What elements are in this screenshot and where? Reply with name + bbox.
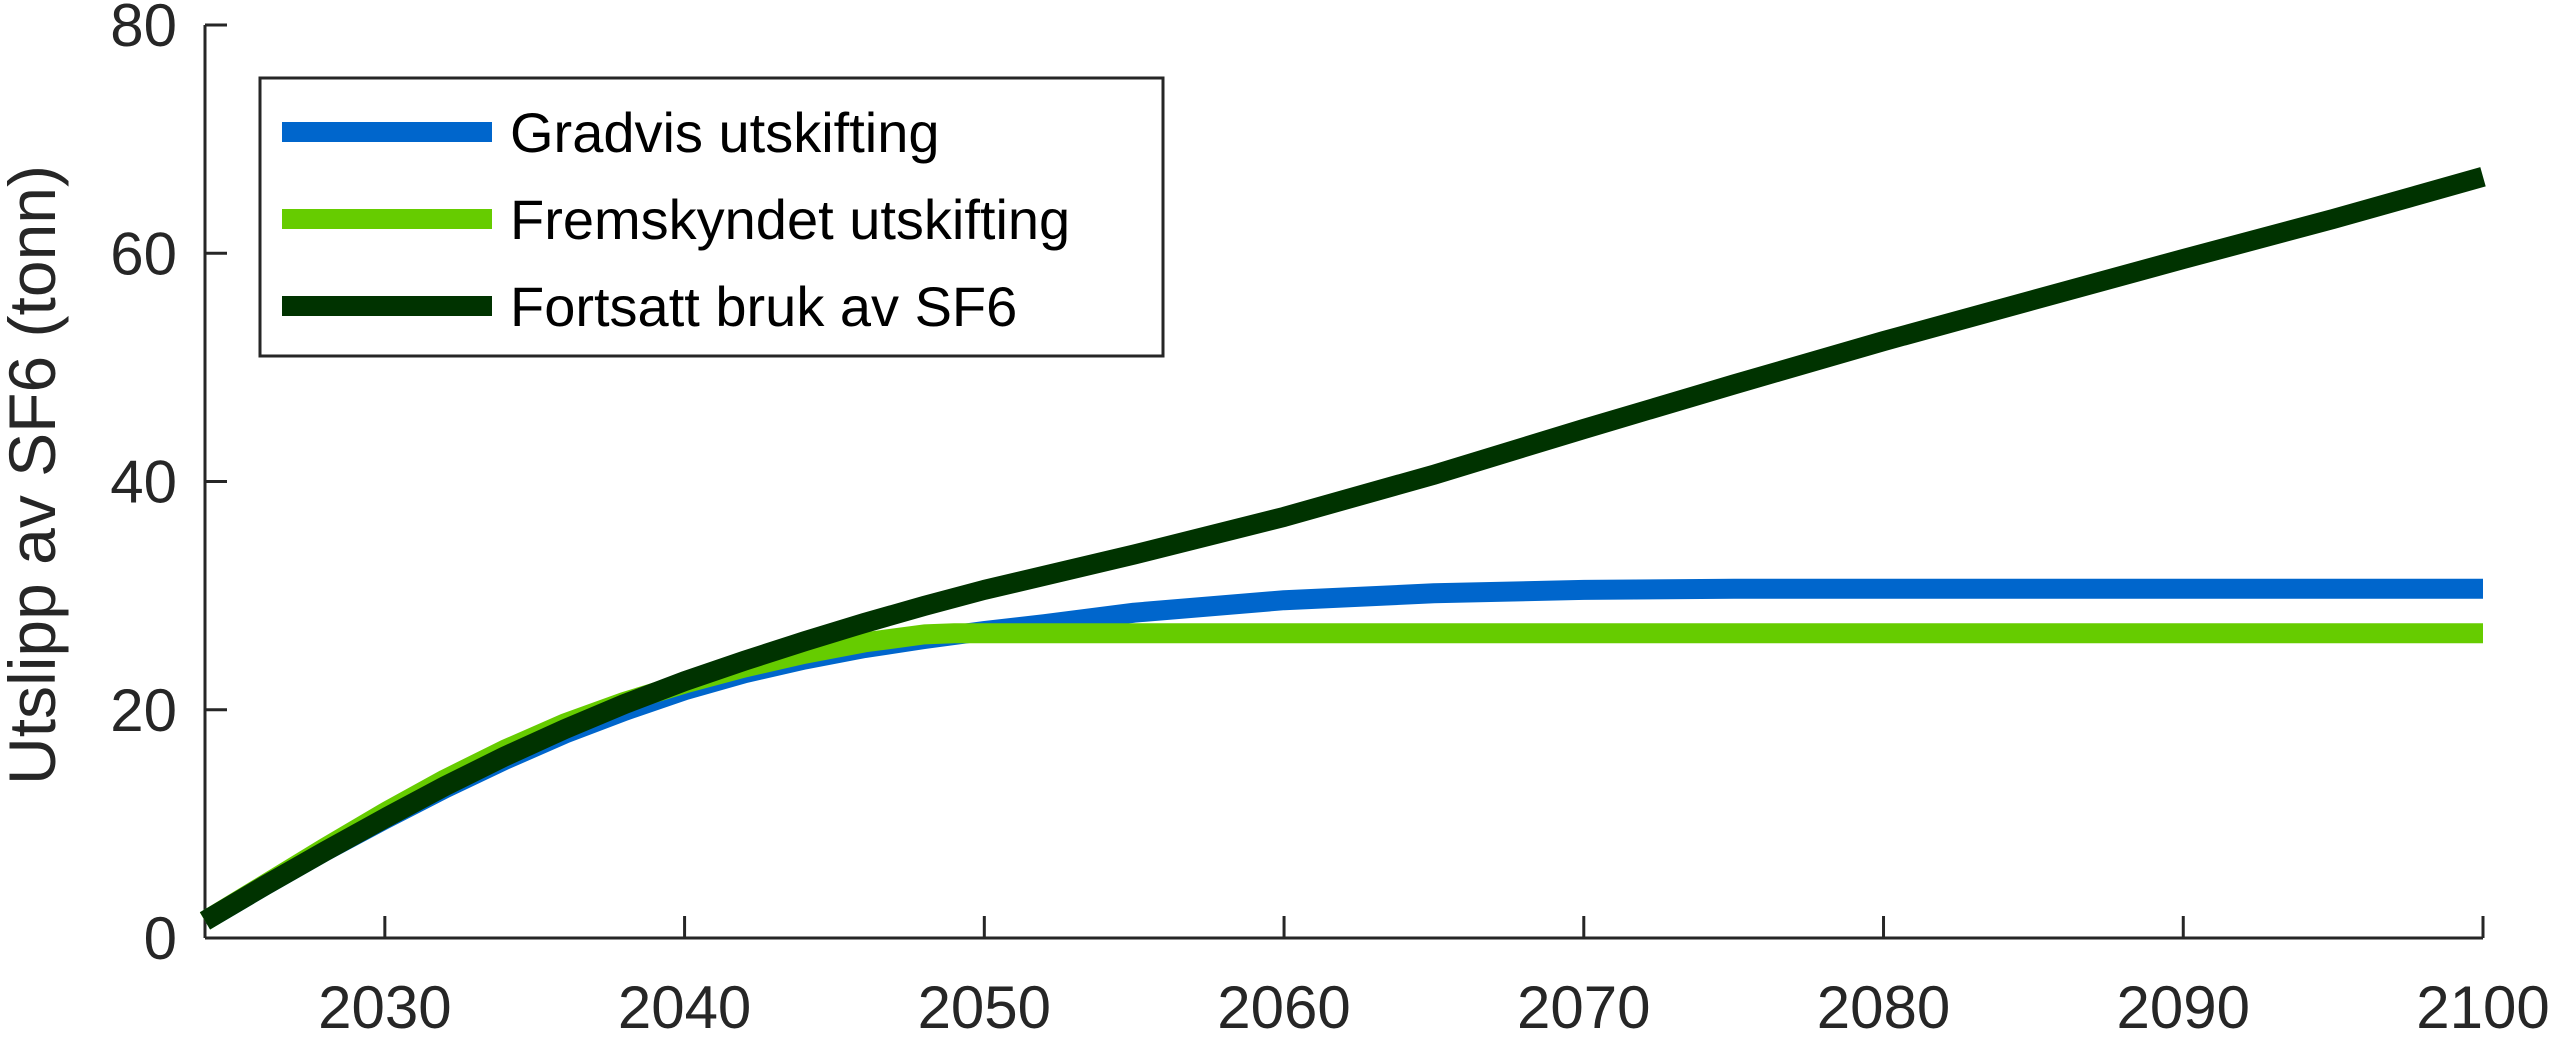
x-tick-label: 2030 (318, 974, 451, 1037)
legend-label-3: Fortsatt bruk av SF6 (510, 275, 1017, 338)
x-tick-label: 2060 (1217, 974, 1350, 1037)
series-line-3 (199, 167, 2486, 930)
y-tick-label: 40 (110, 449, 177, 516)
x-tick-label: 2040 (618, 974, 751, 1037)
y-tick-label: 0 (144, 905, 177, 972)
y-tick-label: 60 (110, 220, 177, 287)
legend: Gradvis utskifting Fremskyndet utskifting… (258, 76, 1165, 358)
x-tick-label: 2100 (2416, 974, 2549, 1037)
x-tick-label: 2070 (1517, 974, 1650, 1037)
y-axis-label: Utslipp av SF6 (tonn) (0, 165, 69, 785)
legend-label-2: Fremskyndet utskifting (510, 188, 1070, 251)
x-tick-label: 2050 (918, 974, 1051, 1037)
y-tick-label: 80 (110, 0, 177, 59)
x-tick-label: 2080 (1817, 974, 1950, 1037)
y-tick-label: 20 (110, 677, 177, 744)
x-tick-label: 2090 (2117, 974, 2250, 1037)
series-layer (199, 167, 2486, 930)
legend-label-1: Gradvis utskifting (510, 101, 940, 164)
series-line-2 (199, 623, 2483, 930)
